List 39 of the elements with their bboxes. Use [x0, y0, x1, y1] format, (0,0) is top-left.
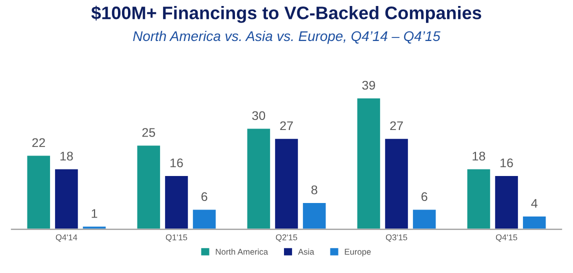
data-label: 22 [32, 138, 45, 147]
x-tick-label: Q2'15 [276, 234, 298, 242]
data-label: 39 [362, 80, 376, 90]
bar [356, 97, 382, 230]
data-label: 1 [92, 209, 98, 218]
chart-subtitle: North America vs. Asia vs. Europe, Q4’14 – Q4’15 [133, 30, 440, 44]
data-label: 6 [422, 192, 428, 202]
data-label: 6 [201, 192, 208, 202]
x-tick-label: Q1'15 [166, 234, 188, 242]
bar [192, 208, 218, 230]
bar [302, 202, 328, 230]
bar [26, 154, 52, 230]
data-label: 18 [472, 152, 486, 161]
data-label: 8 [311, 185, 318, 194]
x-tick-label: Q4'15 [496, 234, 518, 242]
legend-label: North America [216, 248, 268, 255]
bar [494, 174, 520, 230]
bar [246, 127, 272, 230]
data-label: 16 [170, 158, 183, 168]
data-label: 27 [280, 121, 293, 130]
bar [136, 144, 162, 230]
x-tick-label: Q3'15 [386, 234, 408, 242]
legend-label: Europe [344, 248, 371, 256]
data-label: 4 [531, 199, 538, 208]
bar [412, 208, 438, 230]
data-label: 25 [142, 128, 156, 137]
chart-title: $100M+ Financings to VC-Backed Companies [91, 6, 482, 23]
x-tick-label: Q4'14 [56, 234, 78, 242]
legend-label: Asia [298, 248, 314, 255]
bar [466, 168, 492, 230]
bar [54, 168, 80, 230]
data-label: 18 [60, 152, 73, 161]
bar [522, 215, 548, 230]
data-label: 30 [252, 111, 266, 120]
bar [384, 138, 410, 230]
data-label: 16 [500, 158, 513, 168]
bar [274, 138, 300, 230]
bar [164, 174, 190, 230]
data-label: 27 [390, 121, 403, 130]
